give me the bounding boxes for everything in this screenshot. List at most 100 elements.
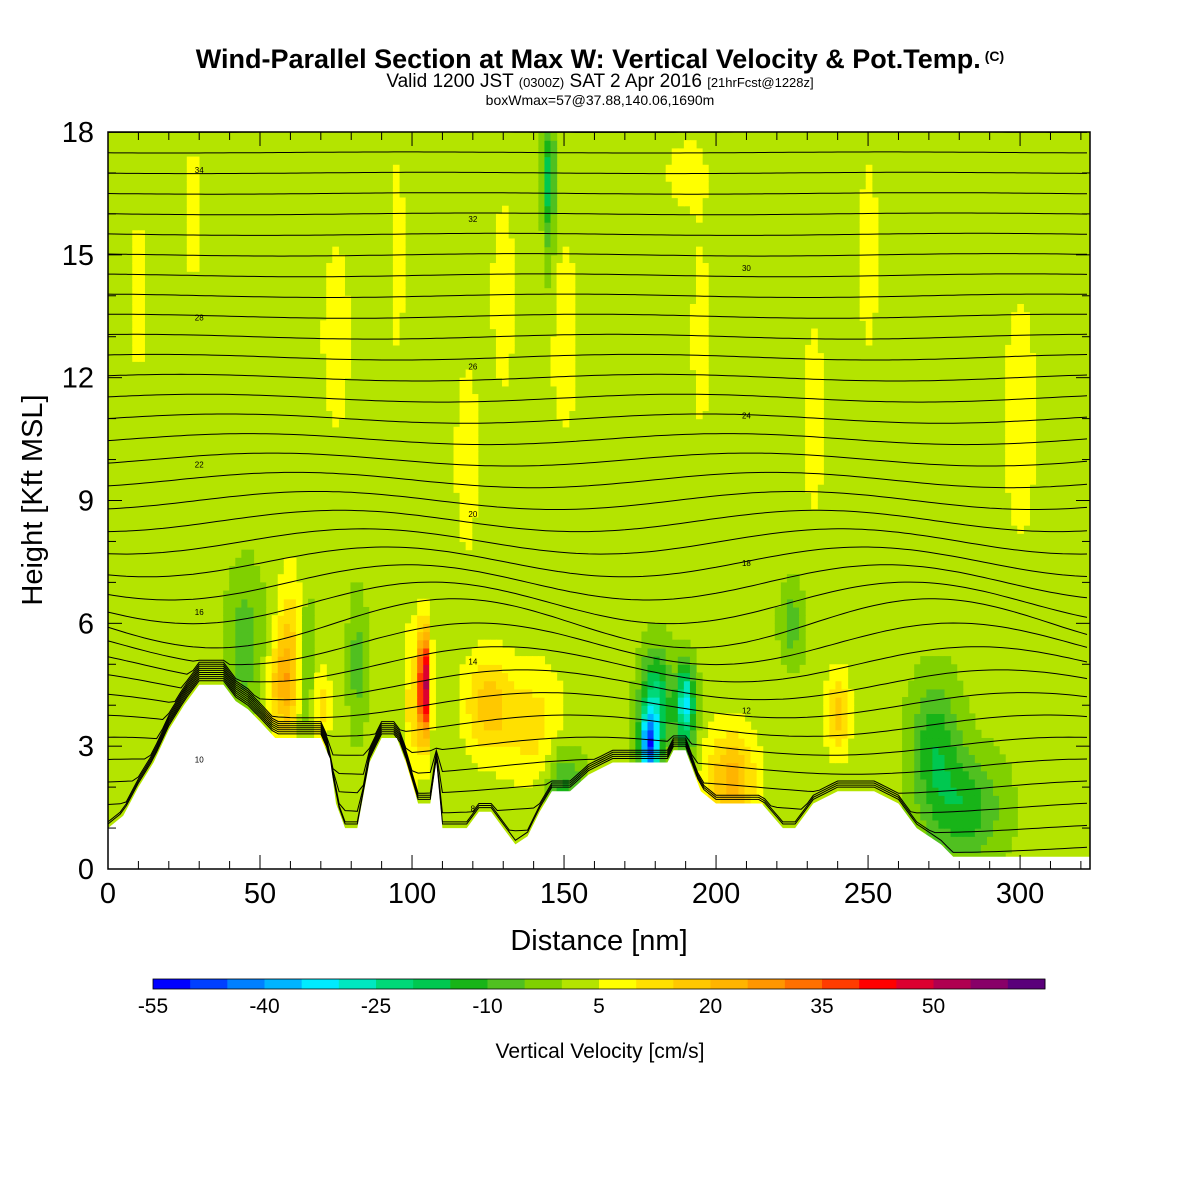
- velocity-cell: [283, 566, 291, 575]
- velocity-cell: [520, 729, 527, 739]
- velocity-cell: [471, 410, 479, 420]
- velocity-cell: [695, 164, 703, 174]
- velocity-cell: [423, 697, 430, 706]
- velocity-cell: [277, 656, 285, 665]
- velocity-cell: [835, 680, 843, 690]
- velocity-cell: [738, 746, 746, 755]
- velocity-cell: [253, 582, 261, 592]
- velocity-cell: [841, 697, 849, 706]
- velocity-cell: [320, 680, 327, 690]
- theta-contour: [108, 667, 1088, 737]
- velocity-cell: [241, 582, 249, 592]
- velocity-cell: [453, 434, 461, 444]
- velocity-cell: [1017, 394, 1024, 403]
- velocity-cell: [683, 672, 691, 682]
- velocity-cell: [538, 156, 546, 166]
- velocity-cell: [326, 705, 333, 715]
- velocity-cell: [423, 729, 430, 739]
- velocity-cell: [483, 705, 491, 715]
- velocity-cell: [871, 230, 879, 240]
- velocity-cell: [277, 590, 285, 600]
- velocity-cell: [999, 836, 1006, 846]
- velocity-cell: [568, 303, 576, 313]
- velocity-cell: [938, 664, 946, 674]
- velocity-cell: [714, 737, 721, 747]
- velocity-cell: [556, 762, 564, 772]
- velocity-cell: [459, 688, 467, 698]
- velocity-cell: [841, 754, 849, 764]
- velocity-cell: [689, 688, 697, 698]
- velocity-cell: [695, 303, 703, 313]
- velocity-cell: [726, 770, 733, 780]
- velocity-cell: [502, 721, 509, 731]
- velocity-cell: [247, 639, 255, 649]
- y-tick-label: 18: [62, 117, 94, 149]
- velocity-cell: [186, 164, 194, 174]
- velocity-cell: [974, 836, 982, 846]
- velocity-cell: [1017, 344, 1024, 354]
- velocity-cell: [235, 598, 242, 608]
- velocity-cell: [986, 762, 994, 772]
- velocity-cell: [411, 737, 418, 747]
- colorbar-swatch: [264, 979, 303, 989]
- velocity-cell: [708, 729, 715, 739]
- velocity-cell: [326, 697, 333, 706]
- velocity-cell: [241, 656, 249, 665]
- velocity-cell: [301, 656, 309, 665]
- velocity-cell: [1017, 525, 1024, 534]
- velocity-cell: [708, 746, 715, 755]
- velocity-cell: [665, 697, 673, 706]
- velocity-cell: [556, 385, 564, 395]
- velocity-cell: [271, 656, 279, 665]
- velocity-cell: [508, 287, 515, 297]
- velocity-cell: [471, 434, 479, 444]
- velocity-cell: [944, 672, 952, 682]
- velocity-cell: [495, 361, 503, 371]
- velocity-cell: [993, 754, 1000, 764]
- velocity-cell: [689, 697, 697, 706]
- theta-contour: [108, 546, 1088, 578]
- velocity-cell: [301, 639, 309, 649]
- velocity-cell: [974, 762, 982, 772]
- velocity-cell: [756, 778, 764, 788]
- velocity-cell: [344, 353, 352, 362]
- velocity-cell: [689, 754, 697, 764]
- velocity-cell: [489, 680, 497, 690]
- velocity-cell: [465, 492, 473, 502]
- velocity-cell: [344, 295, 352, 305]
- velocity-cell: [980, 803, 988, 813]
- velocity-cell: [968, 737, 976, 747]
- theta-contour: [108, 622, 1088, 666]
- contour-label: 8: [471, 805, 476, 814]
- velocity-cell: [708, 754, 715, 764]
- velocity-cell: [235, 582, 242, 592]
- velocity-cell: [1005, 467, 1012, 477]
- velocity-cell: [744, 754, 752, 764]
- velocity-cell: [356, 729, 364, 739]
- velocity-cell: [192, 246, 200, 256]
- velocity-cell: [659, 697, 667, 706]
- velocity-cell: [811, 377, 818, 387]
- velocity-cell: [392, 189, 400, 199]
- velocity-cell: [495, 770, 503, 780]
- velocity-cell: [344, 664, 352, 674]
- velocity-cell: [695, 246, 703, 256]
- theta-contour: [108, 678, 1088, 834]
- velocity-cell: [356, 697, 364, 706]
- theta-contour: [108, 564, 1088, 601]
- velocity-cell: [465, 541, 473, 551]
- velocity-cell: [974, 787, 982, 796]
- velocity-cell: [695, 778, 703, 788]
- velocity-cell: [932, 672, 940, 682]
- velocity-cell: [738, 737, 746, 747]
- velocity-cell: [350, 680, 358, 690]
- colorbar-swatch: [190, 979, 228, 989]
- velocity-cell: [968, 795, 976, 805]
- theta-contour: [108, 676, 1088, 814]
- velocity-cell: [835, 672, 843, 682]
- velocity-cell: [289, 656, 297, 665]
- velocity-cell: [138, 312, 145, 321]
- velocity-cell: [405, 639, 412, 649]
- velocity-cell: [908, 680, 915, 690]
